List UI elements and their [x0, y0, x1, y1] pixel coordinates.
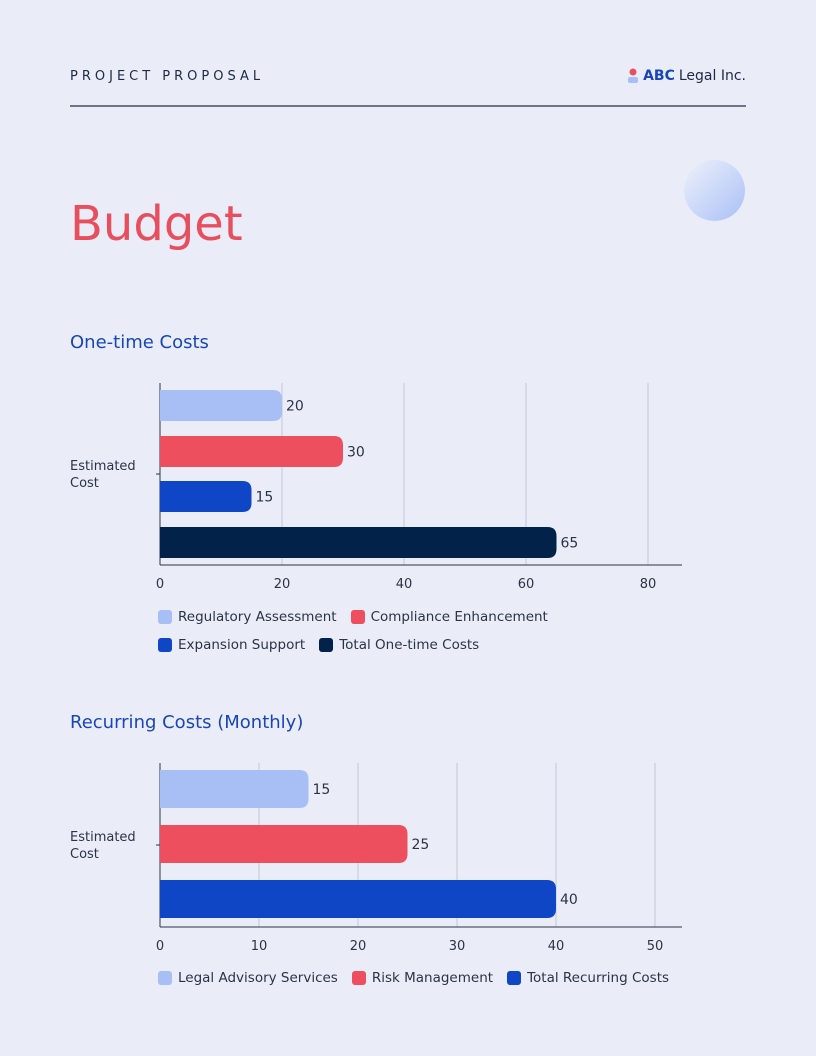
legend-swatch [319, 638, 334, 652]
y-category-label: Cost [70, 476, 99, 491]
chart-title-one-time: One-time Costs [70, 332, 209, 353]
chart-title-recurring: Recurring Costs (Monthly) [70, 712, 304, 733]
decorative-circle [684, 160, 745, 221]
legend-swatch [158, 638, 172, 652]
x-tick-label: 40 [548, 939, 565, 954]
x-tick-label: 80 [640, 577, 657, 592]
bar-value-label: 65 [561, 536, 579, 552]
logo: ABC Legal Inc. [627, 68, 746, 84]
legend-swatch [158, 971, 172, 985]
bar-value-label: 20 [286, 399, 304, 415]
logo-icon [628, 68, 639, 83]
x-tick-label: 30 [449, 939, 466, 954]
logo-bold: ABC [643, 68, 675, 84]
bar [160, 481, 252, 512]
header-label: PROJECT PROPOSAL [70, 69, 265, 84]
bar [160, 880, 556, 918]
bar [160, 436, 343, 467]
logo-text: Legal Inc. [678, 68, 746, 84]
bar [160, 390, 282, 421]
y-category-label: Estimated [70, 459, 136, 474]
legend-item: Expansion Support [158, 637, 305, 653]
legend-item: Total Recurring Costs [507, 970, 669, 986]
bar-value-label: 15 [313, 782, 331, 798]
bar-value-label: 40 [560, 892, 578, 908]
legend-recurring: Legal Advisory Services Risk Management To… [158, 970, 718, 986]
x-tick-label: 0 [156, 577, 164, 592]
legend-swatch [507, 971, 522, 985]
x-tick-label: 10 [251, 939, 268, 954]
header-divider [70, 105, 746, 107]
legend-label: Legal Advisory Services [178, 970, 338, 986]
legend-label: Compliance Enhancement [370, 609, 548, 625]
legend-item: Risk Management [351, 970, 494, 986]
bar [160, 527, 557, 558]
legend-swatch [158, 610, 172, 624]
x-tick-label: 60 [518, 577, 535, 592]
legend-label: Total Recurring Costs [527, 970, 670, 986]
legend-item: Total One-time Costs [319, 637, 479, 653]
bar-value-label: 25 [412, 837, 430, 853]
legend-label: Regulatory Assessment [178, 609, 337, 625]
legend-label: Total One-time Costs [339, 637, 480, 653]
bar [160, 825, 408, 863]
legend-swatch [351, 971, 366, 985]
bar-value-label: 30 [347, 445, 365, 461]
legend-item: Legal Advisory Services [158, 970, 338, 986]
x-tick-label: 0 [156, 939, 164, 954]
legend-label: Risk Management [371, 970, 494, 986]
y-category-label: Estimated [70, 830, 136, 845]
page-title: Budget [70, 196, 243, 252]
legend-label: Expansion Support [178, 637, 306, 653]
legend-swatch [350, 610, 365, 624]
y-category-label: Cost [70, 847, 99, 862]
legend-item: Compliance Enhancement [350, 609, 548, 625]
x-tick-label: 20 [274, 577, 291, 592]
x-tick-label: 50 [647, 939, 664, 954]
legend-item: Regulatory Assessment [158, 609, 337, 625]
x-tick-label: 20 [350, 939, 367, 954]
bar-value-label: 15 [256, 490, 274, 506]
bar [160, 770, 309, 808]
x-tick-label: 40 [396, 577, 413, 592]
legend-one-time: Regulatory Assessment Compliance Enhancem… [158, 609, 718, 653]
